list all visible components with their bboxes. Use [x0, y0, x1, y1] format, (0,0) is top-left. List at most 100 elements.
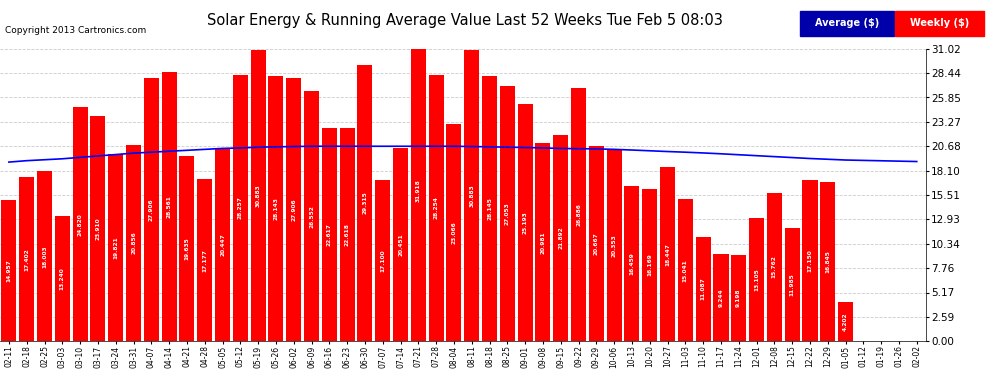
Text: 11.985: 11.985 — [790, 273, 795, 296]
Text: 28.561: 28.561 — [166, 195, 171, 218]
Text: 19.821: 19.821 — [113, 236, 118, 259]
Bar — [696, 237, 711, 341]
Text: 17.100: 17.100 — [380, 249, 385, 272]
Bar — [215, 148, 230, 341]
Bar — [500, 86, 515, 341]
Bar — [250, 50, 265, 341]
Bar — [464, 50, 479, 341]
Text: 4.202: 4.202 — [843, 312, 848, 331]
Bar — [268, 76, 283, 341]
Text: 20.667: 20.667 — [594, 232, 599, 255]
Text: 23.066: 23.066 — [451, 221, 456, 244]
Bar — [393, 148, 408, 341]
Text: 28.257: 28.257 — [238, 196, 243, 219]
Bar — [144, 78, 158, 341]
Bar — [161, 72, 176, 341]
Bar — [411, 40, 426, 341]
Text: 18.003: 18.003 — [42, 245, 47, 268]
Bar — [304, 91, 319, 341]
Bar — [233, 75, 248, 341]
Bar — [286, 78, 301, 341]
Text: 9.198: 9.198 — [737, 289, 742, 307]
Text: 21.892: 21.892 — [558, 226, 563, 249]
Bar — [571, 88, 586, 341]
Bar — [340, 128, 354, 341]
Text: 18.447: 18.447 — [665, 243, 670, 266]
Text: Average ($): Average ($) — [816, 18, 879, 27]
Text: 16.169: 16.169 — [647, 254, 652, 276]
Bar — [482, 76, 497, 341]
Bar — [1, 200, 17, 341]
Text: 20.856: 20.856 — [131, 231, 136, 254]
Bar — [536, 143, 550, 341]
Text: Copyright 2013 Cartronics.com: Copyright 2013 Cartronics.com — [5, 26, 147, 35]
Text: 16.845: 16.845 — [826, 251, 831, 273]
Bar — [802, 180, 818, 341]
Text: 16.459: 16.459 — [630, 252, 635, 275]
Text: 20.353: 20.353 — [612, 234, 617, 256]
Text: 27.906: 27.906 — [148, 198, 153, 221]
Text: 29.315: 29.315 — [362, 192, 367, 214]
Bar — [375, 180, 390, 341]
Bar — [625, 186, 640, 341]
Text: 14.957: 14.957 — [6, 260, 12, 282]
Bar — [19, 177, 35, 341]
Bar — [90, 116, 106, 341]
Text: 17.402: 17.402 — [24, 248, 29, 271]
Bar — [749, 217, 764, 341]
Bar — [589, 146, 604, 341]
Text: 26.552: 26.552 — [309, 205, 314, 228]
Bar — [820, 182, 836, 341]
Text: 23.910: 23.910 — [95, 217, 100, 240]
Text: 30.883: 30.883 — [255, 184, 260, 207]
Text: 11.087: 11.087 — [701, 278, 706, 300]
Bar — [54, 216, 70, 341]
Text: 31.918: 31.918 — [416, 179, 421, 202]
Bar — [357, 65, 372, 341]
Bar — [37, 171, 52, 341]
Bar — [607, 149, 622, 341]
Text: 20.981: 20.981 — [541, 231, 545, 254]
Bar — [785, 228, 800, 341]
Text: Solar Energy & Running Average Value Last 52 Weeks Tue Feb 5 08:03: Solar Energy & Running Average Value Las… — [207, 13, 724, 28]
Bar — [553, 135, 568, 341]
Text: 26.886: 26.886 — [576, 203, 581, 226]
Text: 22.617: 22.617 — [327, 223, 332, 246]
Text: 13.105: 13.105 — [754, 268, 759, 291]
Text: 22.618: 22.618 — [345, 223, 349, 246]
Text: 30.883: 30.883 — [469, 184, 474, 207]
Bar — [197, 179, 212, 341]
Text: 27.053: 27.053 — [505, 202, 510, 225]
Text: 28.145: 28.145 — [487, 197, 492, 220]
Bar — [108, 154, 124, 341]
Text: 17.177: 17.177 — [202, 249, 207, 272]
Text: 13.240: 13.240 — [59, 267, 64, 290]
Bar — [643, 189, 657, 341]
Bar — [322, 128, 337, 341]
Text: 20.451: 20.451 — [398, 234, 403, 256]
Text: 25.193: 25.193 — [523, 211, 528, 234]
Bar — [838, 302, 853, 341]
Text: 27.906: 27.906 — [291, 198, 296, 221]
Text: 28.143: 28.143 — [273, 197, 278, 220]
Bar — [518, 104, 533, 341]
Text: 20.447: 20.447 — [220, 234, 225, 256]
Bar — [660, 167, 675, 341]
Text: 15.762: 15.762 — [772, 255, 777, 278]
Bar — [72, 107, 88, 341]
Text: 9.244: 9.244 — [719, 288, 724, 307]
Text: 17.150: 17.150 — [808, 249, 813, 272]
Text: 19.635: 19.635 — [184, 237, 189, 260]
Bar — [678, 200, 693, 341]
Bar — [179, 156, 194, 341]
Bar — [767, 193, 782, 341]
Bar — [446, 124, 461, 341]
Bar — [429, 75, 444, 341]
Bar — [732, 255, 746, 341]
Text: Weekly ($): Weekly ($) — [910, 18, 969, 27]
Bar — [714, 254, 729, 341]
Text: 15.041: 15.041 — [683, 259, 688, 282]
Bar — [126, 145, 141, 341]
Text: 24.820: 24.820 — [77, 213, 82, 236]
Text: 28.254: 28.254 — [434, 196, 439, 219]
